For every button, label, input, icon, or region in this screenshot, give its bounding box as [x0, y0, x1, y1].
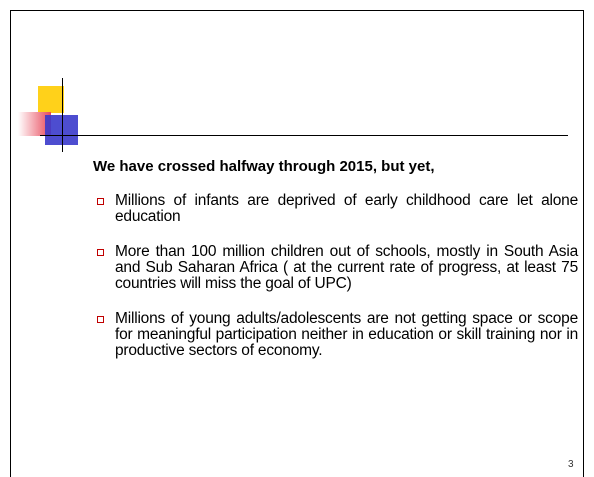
- bullet-item: Millions of young adults/adolescents are…: [97, 311, 578, 359]
- heading: We have crossed halfway through 2015, bu…: [93, 158, 435, 175]
- blue-square: [45, 115, 78, 145]
- bullet-text: More than 100 million children out of sc…: [115, 243, 578, 292]
- bullet-item: More than 100 million children out of sc…: [97, 244, 578, 292]
- bullet-marker: [97, 316, 104, 323]
- yellow-square: [38, 86, 64, 113]
- bullet-list: Millions of infants are deprived of earl…: [97, 193, 578, 378]
- page-number: 3: [568, 459, 574, 470]
- bullet-marker: [97, 198, 104, 205]
- bullet-text: Millions of young adults/adolescents are…: [115, 310, 578, 359]
- bullet-marker: [97, 249, 104, 256]
- bullet-item: Millions of infants are deprived of earl…: [97, 193, 578, 225]
- bullet-text: Millions of infants are deprived of earl…: [115, 192, 578, 225]
